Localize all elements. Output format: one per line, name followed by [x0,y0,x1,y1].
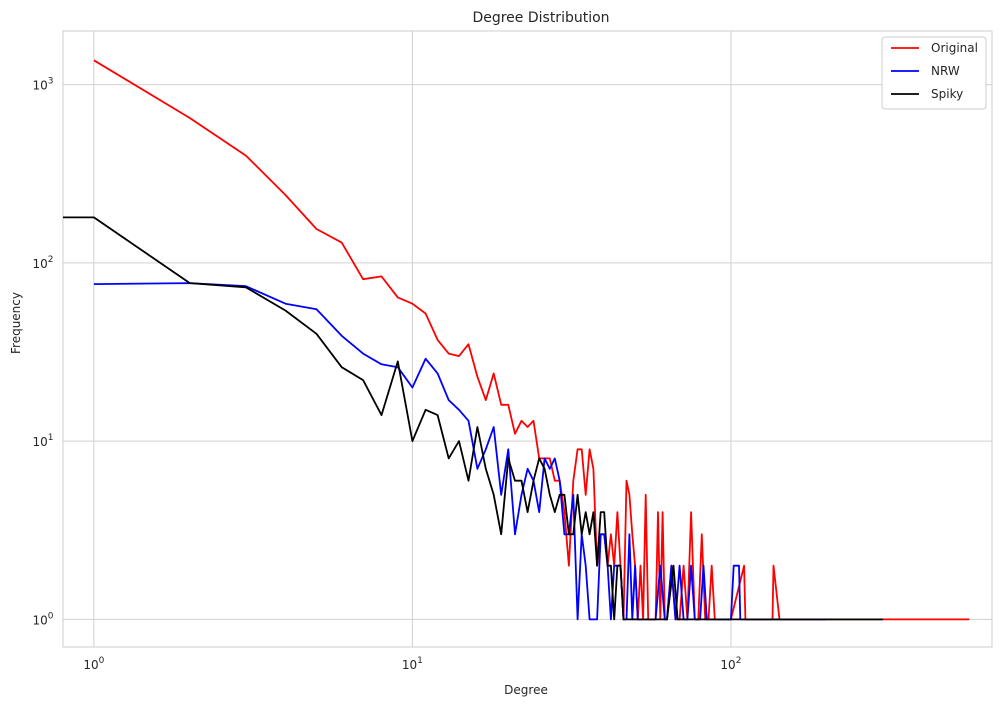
legend: Original NRW Spiky [881,36,987,110]
tick-labels: 100 101 102 100 101 102 103 [32,77,741,672]
x-tick-label: 100 [83,656,104,672]
x-axis-label: Degree [504,683,548,697]
y-tick-label: 100 [32,611,53,627]
legend-label-original: Original [931,41,978,55]
series-line-nrw [93,282,827,621]
grid [63,31,992,647]
plot-area-frame [62,30,993,648]
legend-label-spiky: Spiky [931,87,963,101]
series-lines [63,59,970,621]
legend-box [881,36,987,110]
legend-label-nrw: NRW [931,64,960,78]
x-tick-label: 102 [720,656,741,672]
y-tick-label: 103 [32,77,53,93]
y-tick-label: 101 [32,433,53,449]
y-tick-label: 102 [32,255,53,271]
x-tick-label: 101 [402,656,423,672]
series-line-spiky [63,216,883,621]
chart-title: Degree Distribution [472,10,609,26]
y-axis-label: Frequency [9,292,23,354]
